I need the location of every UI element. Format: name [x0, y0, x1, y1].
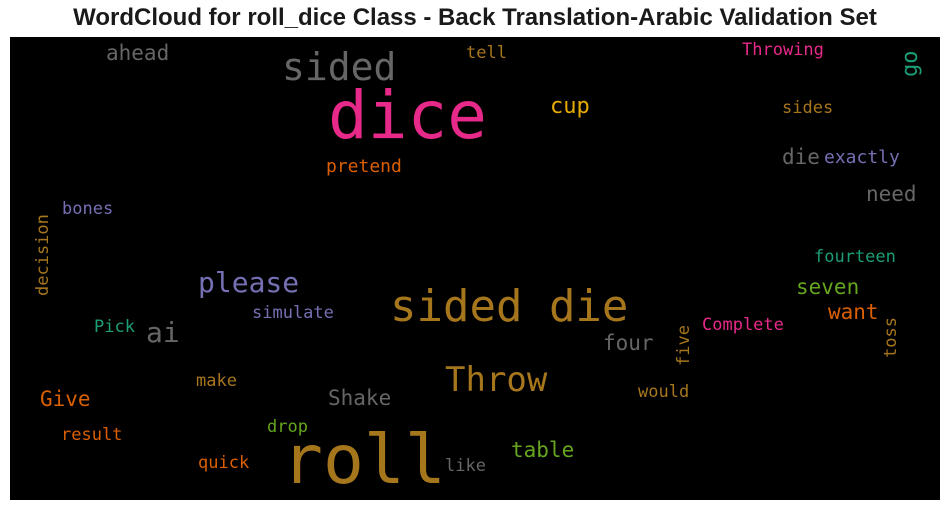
word-sided: sided — [282, 45, 397, 89]
word-dice: dice — [328, 77, 487, 154]
word-fourteen: fourteen — [814, 247, 896, 267]
word-result: result — [61, 425, 123, 445]
word-table: table — [511, 438, 575, 462]
word-tell: tell — [466, 43, 507, 63]
word-seven: seven — [796, 275, 860, 299]
chart-title: WordCloud for roll_dice Class - Back Tra… — [73, 4, 877, 31]
word-shake: Shake — [328, 386, 392, 410]
word-need: need — [866, 182, 917, 206]
word-give: Give — [40, 387, 91, 411]
word-go: go — [898, 50, 923, 78]
word-like: like — [445, 456, 486, 476]
word-quick: quick — [198, 453, 250, 473]
word-four: four — [603, 331, 654, 355]
word-ai: ai — [146, 316, 180, 349]
word-make: make — [196, 371, 237, 391]
word-would: would — [638, 382, 690, 402]
word-bones: bones — [62, 199, 114, 219]
word-roll: roll — [282, 421, 446, 500]
word-toss: toss — [881, 316, 901, 358]
word-sides: sides — [782, 98, 834, 118]
word-want: want — [828, 300, 879, 324]
word-decision: decision — [33, 213, 53, 296]
word-die: die — [782, 145, 820, 169]
word-simulate: simulate — [252, 303, 334, 323]
word-pick: Pick — [94, 317, 135, 337]
word-throwing: Throwing — [742, 40, 824, 60]
word-ahead: ahead — [106, 41, 170, 65]
word-please: please — [198, 266, 300, 299]
word-sided-die: sided die — [390, 281, 629, 332]
wordcloud-canvas: dice roll sided die sided Throw please ai ahead… — [10, 37, 940, 500]
word-complete: Complete — [702, 315, 784, 335]
word-drop: drop — [267, 417, 308, 437]
word-exactly: exactly — [824, 147, 900, 168]
word-cup: cup — [550, 94, 590, 119]
word-five: five — [674, 324, 694, 366]
word-pretend: pretend — [326, 156, 402, 177]
word-throw: Throw — [445, 360, 548, 400]
